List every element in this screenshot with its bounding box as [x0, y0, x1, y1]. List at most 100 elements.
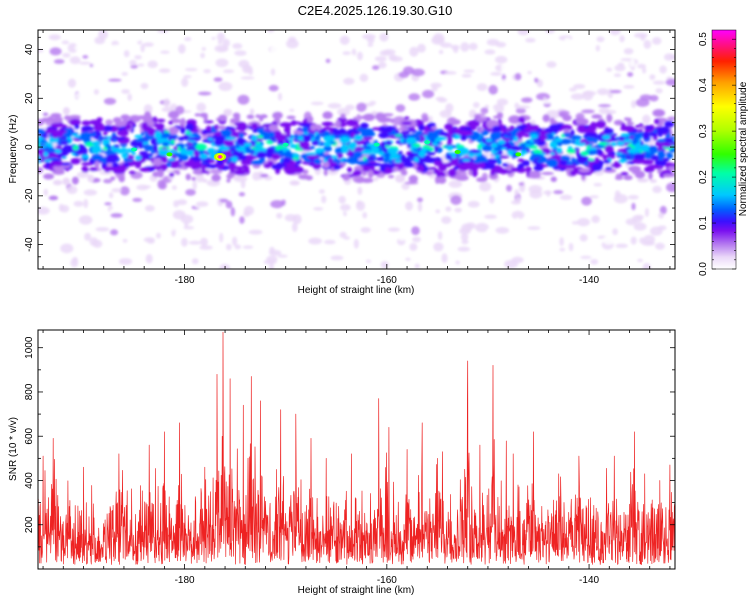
- heatmap-cell: [318, 175, 327, 180]
- heatmap-cell: [59, 140, 68, 145]
- heatmap-cell: [526, 122, 532, 128]
- heatmap-cell: [183, 226, 195, 230]
- heatmap-cell: [404, 116, 410, 120]
- heatmap-cell: [157, 30, 169, 33]
- heatmap-cell: [574, 147, 580, 150]
- heatmap-cell: [184, 67, 198, 72]
- heatmap-cell: [383, 125, 397, 131]
- heatmap-cell: [50, 122, 62, 128]
- heatmap-cell: [664, 120, 675, 128]
- heatmap-cell: [286, 115, 296, 120]
- heatmap-cell: [94, 160, 100, 170]
- heatmap-cell: [626, 121, 635, 126]
- heatmap-cell: [38, 119, 45, 126]
- snr-ytick-label: 1000: [24, 336, 35, 359]
- heatmap-cell: [408, 138, 413, 144]
- heatmap-cell: [108, 192, 114, 199]
- heatmap-cell: [525, 166, 532, 173]
- heatmap-cell: [306, 116, 314, 123]
- heatmap-cell: [191, 176, 196, 181]
- heatmap-cell: [603, 159, 611, 164]
- heatmap-cell: [513, 136, 519, 142]
- heatmap-ytick-label: 0: [24, 144, 35, 150]
- heatmap-cell: [102, 131, 108, 136]
- heatmap-cell: [401, 182, 410, 190]
- heatmap-cell: [177, 146, 181, 152]
- heatmap-cell: [129, 115, 141, 123]
- heatmap-cell: [508, 115, 521, 124]
- heatmap-cell: [405, 257, 411, 261]
- heatmap-cell: [568, 242, 574, 252]
- heatmap-cell: [373, 177, 379, 182]
- heatmap-cell: [580, 255, 592, 259]
- heatmap-cell: [335, 119, 341, 129]
- heatmap-cell: [353, 66, 360, 71]
- heatmap-cell: [269, 262, 274, 269]
- heatmap-cell: [389, 154, 401, 160]
- heatmap-cell: [398, 234, 406, 241]
- heatmap-cell: [186, 130, 190, 135]
- heatmap-cell: [200, 237, 208, 247]
- heatmap-cell: [232, 175, 242, 180]
- heatmap-cell: [239, 216, 245, 224]
- heatmap-cell: [360, 227, 371, 233]
- heatmap-cell: [640, 33, 646, 41]
- heatmap-cell: [562, 114, 572, 122]
- heatmap-cell: [655, 242, 665, 250]
- heatmap-cell: [528, 174, 541, 179]
- heatmap-cell: [185, 134, 190, 139]
- heatmap-cell: [356, 102, 367, 113]
- heatmap-cell: [602, 153, 607, 161]
- heatmap-cell: [121, 242, 127, 247]
- heatmap-cell: [448, 180, 463, 188]
- heatmap-cell: [244, 154, 257, 160]
- heatmap-cell: [479, 181, 492, 192]
- heatmap-cell: [490, 142, 498, 148]
- heatmap-cell: [635, 124, 641, 128]
- heatmap-cell: [162, 132, 172, 138]
- heatmap-cell: [616, 140, 623, 146]
- heatmap-cell: [331, 155, 338, 159]
- heatmap-cell: [122, 116, 130, 120]
- heatmap-cell: [81, 125, 94, 132]
- heatmap-cell: [122, 238, 128, 243]
- heatmap-cell: [230, 206, 236, 217]
- heatmap-cell: [340, 113, 346, 119]
- heatmap-cell: [38, 206, 50, 215]
- heatmap-cell: [67, 78, 77, 88]
- heatmap-cell: [657, 150, 666, 159]
- heatmap-cell: [630, 236, 637, 245]
- heatmap-cell: [234, 169, 246, 176]
- heatmap-cell: [451, 119, 461, 125]
- heatmap-cell: [379, 32, 389, 42]
- heatmap-cell: [152, 171, 160, 178]
- heatmap-cell: [518, 182, 525, 186]
- heatmap-cell: [306, 155, 320, 160]
- heatmap-cell: [659, 205, 667, 215]
- heatmap-ytick-label: 20: [24, 92, 35, 104]
- heatmap-cell: [440, 154, 447, 163]
- heatmap-cell: [152, 145, 158, 152]
- heatmap-cell: [257, 134, 264, 139]
- heatmap-cell: [492, 115, 504, 119]
- heatmap-cell: [348, 144, 356, 150]
- heatmap-cell: [525, 143, 531, 147]
- heatmap-cell: [218, 81, 233, 92]
- heatmap-cell: [490, 72, 502, 76]
- heatmap-cell: [201, 170, 209, 174]
- heatmap-cell: [222, 38, 231, 48]
- heatmap-cell: [272, 111, 283, 120]
- heatmap-cell: [362, 156, 367, 162]
- heatmap-cell: [323, 135, 336, 142]
- heatmap-cell: [220, 129, 232, 137]
- heatmap-cell: [118, 175, 125, 183]
- heatmap-cell: [544, 127, 554, 132]
- heatmap-cell: [158, 68, 171, 73]
- heatmap-cell: [192, 180, 197, 191]
- colorbar-tick-label: 0.4: [698, 78, 709, 92]
- heatmap-cell: [38, 49, 44, 53]
- heatmap-cell: [563, 128, 570, 133]
- heatmap-cell: [436, 171, 446, 178]
- heatmap-cell: [417, 43, 426, 53]
- heatmap-cell: [286, 163, 296, 170]
